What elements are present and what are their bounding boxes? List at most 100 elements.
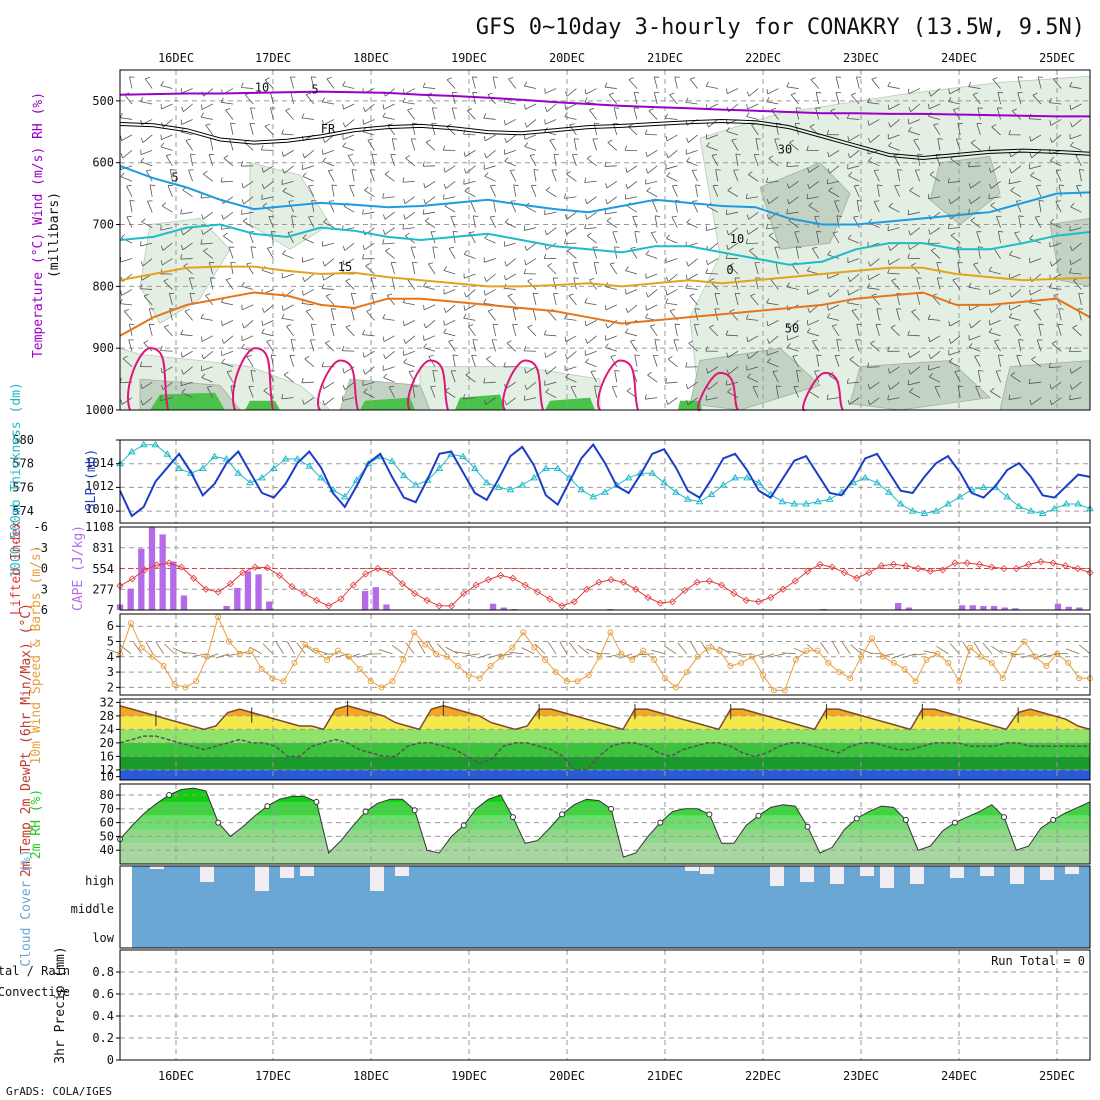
- thickness-marker: [222, 455, 231, 462]
- wind-barb-flag: [262, 307, 265, 313]
- wind-barb: [948, 101, 961, 105]
- wind-barb-flag: [836, 339, 842, 341]
- wind-barb: [270, 92, 274, 105]
- thickness-marker: [1003, 492, 1012, 500]
- wind-barb: [988, 196, 1001, 200]
- wind-barb: [327, 170, 335, 182]
- wind-barb: [849, 397, 860, 405]
- wind-barb: [767, 320, 779, 327]
- wind-barb-flag: [464, 292, 467, 298]
- wind-barb-flag: [366, 309, 372, 312]
- lifted-index-marker: [681, 587, 689, 595]
- wind-barb-flag: [1038, 323, 1044, 326]
- y-tick-label: 600: [92, 156, 114, 170]
- wind-barb: [168, 293, 173, 306]
- wind-barb: [466, 110, 476, 120]
- wind-barb: [650, 232, 658, 244]
- wind-barb: [310, 339, 315, 352]
- wind-barb: [708, 327, 719, 337]
- wind-speed-marker: [836, 669, 843, 676]
- wind-barb: [487, 94, 496, 105]
- wind-barb-flag: [726, 244, 729, 250]
- wind-barb: [465, 374, 476, 383]
- wind-barb: [1017, 76, 1022, 89]
- wind-barb: [504, 221, 516, 228]
- wind-barb-flag: [686, 218, 691, 223]
- wind-barb-flag: [706, 368, 709, 374]
- top-x-axis: 16DEC 17DEC 18DEC 19DEC 20DEC 21DEC 22DEC 23DEC…: [158, 51, 1075, 65]
- wind-barb: [323, 273, 335, 281]
- rh-marker: [1001, 814, 1008, 821]
- wind-barb: [690, 641, 698, 654]
- wind-barb-flag: [978, 369, 984, 372]
- wind-barb-flag: [382, 336, 385, 342]
- wind-barb-flag: [644, 129, 648, 135]
- wind-barb: [484, 134, 496, 142]
- wind-barb: [795, 246, 799, 259]
- wind-barb: [486, 358, 496, 368]
- wind-barb: [472, 339, 476, 352]
- wind-barb: [129, 200, 133, 213]
- x-tick-label: 18DEC: [353, 51, 389, 65]
- wind-barb-flag: [750, 293, 756, 297]
- wind-speed-marker: [814, 647, 821, 654]
- wind-barb-flag: [630, 339, 636, 342]
- x-tick-label: 21DEC: [647, 1069, 683, 1083]
- wind-barb-flag: [705, 268, 709, 274]
- panel-frame: [119, 526, 1091, 611]
- wind-barb-flag: [853, 215, 859, 218]
- wind-speed-marker: [661, 675, 668, 682]
- wind-barb: [385, 350, 395, 360]
- lifted-index-marker: [730, 589, 738, 597]
- wind-barb-flag: [250, 246, 256, 248]
- wind-barb-flag: [364, 186, 369, 191]
- wind-barb: [472, 92, 476, 105]
- wind-barb: [493, 200, 496, 213]
- wind-barb-flag: [325, 340, 330, 344]
- wind-barb: [322, 242, 335, 247]
- wind-barb: [613, 123, 618, 136]
- wind-barb: [910, 227, 921, 236]
- wind-barb: [133, 642, 143, 654]
- wind-barb-flag: [321, 361, 324, 367]
- wind-barb: [470, 201, 476, 213]
- wind-barb-flag: [933, 123, 939, 126]
- thickness-marker: [624, 473, 633, 481]
- wind-barb: [968, 346, 981, 352]
- wind-barb: [331, 184, 335, 197]
- rh-shading-dark: [999, 360, 1091, 411]
- wind-barb: [647, 289, 658, 298]
- wind-barb-flag: [1008, 178, 1011, 184]
- wind-barb-flag: [549, 138, 555, 141]
- axis-label: Cloud Cover (%): [19, 849, 34, 966]
- wind-barb: [342, 85, 355, 89]
- wind-barb: [634, 354, 638, 367]
- wind-barb: [665, 302, 678, 306]
- wind-barb: [772, 371, 779, 383]
- wind-barb: [1030, 175, 1042, 182]
- thickness-marker: [814, 497, 822, 505]
- wind-barb: [605, 335, 617, 341]
- wind-barb: [567, 250, 577, 259]
- wind-barb-flag: [766, 97, 770, 102]
- wind-barb-flag: [140, 137, 144, 143]
- wind-barb: [914, 170, 921, 182]
- wind-barb-flag: [1079, 169, 1085, 171]
- wind-barb: [391, 277, 395, 290]
- wind-barb: [572, 154, 577, 166]
- wind-barb: [1009, 273, 1021, 280]
- wind-barb-flag: [948, 96, 952, 102]
- wind-speed-marker: [236, 650, 243, 657]
- wind-barb-flag: [927, 238, 930, 244]
- rh-marker: [657, 819, 664, 826]
- lifted-index-marker: [668, 598, 677, 606]
- wind-speed-marker: [956, 678, 963, 685]
- wind-barb: [993, 248, 1001, 259]
- wind-barb-flag: [1031, 356, 1036, 360]
- wind-barb-flag: [772, 370, 778, 372]
- wind-barb: [1071, 119, 1082, 128]
- wind-barb: [887, 227, 900, 232]
- wind-barb: [796, 370, 799, 383]
- wind-barb-flag: [958, 385, 964, 387]
